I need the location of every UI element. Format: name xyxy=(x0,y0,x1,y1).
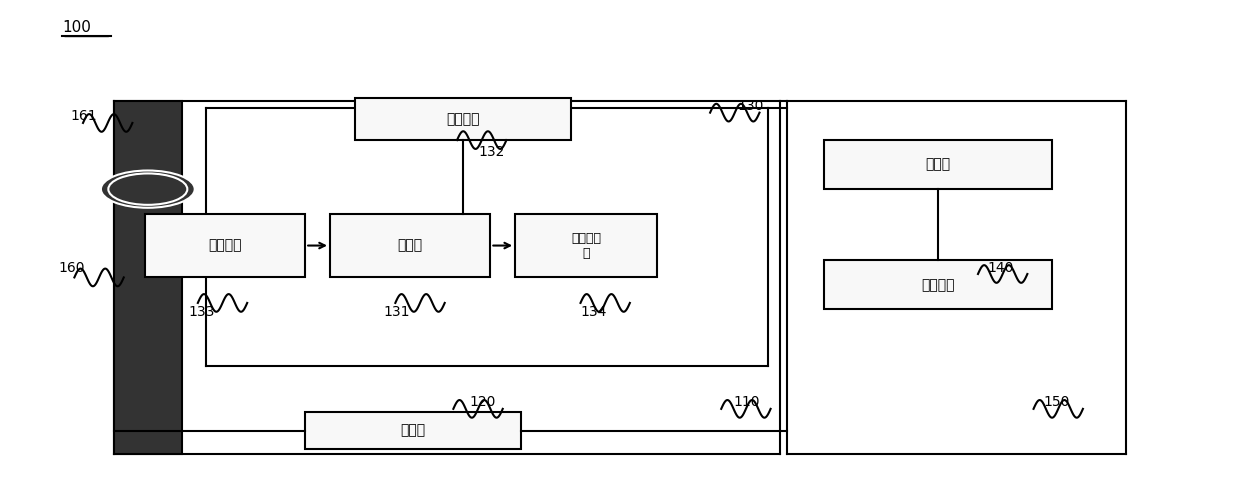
Text: 130: 130 xyxy=(738,99,764,113)
FancyBboxPatch shape xyxy=(823,260,1052,310)
Text: 100: 100 xyxy=(62,20,91,35)
FancyBboxPatch shape xyxy=(355,98,570,140)
Text: 133: 133 xyxy=(188,305,215,319)
Text: 134: 134 xyxy=(580,305,606,319)
Text: 161: 161 xyxy=(71,109,97,123)
Text: 132: 132 xyxy=(479,145,505,159)
Text: 131: 131 xyxy=(383,305,409,319)
FancyBboxPatch shape xyxy=(330,214,490,277)
Circle shape xyxy=(108,174,187,205)
Text: 通信单元: 通信单元 xyxy=(446,112,480,126)
Text: 处理器: 处理器 xyxy=(398,239,423,252)
Text: 检测单元: 检测单元 xyxy=(208,239,242,252)
Text: 110: 110 xyxy=(734,395,760,410)
Text: 140: 140 xyxy=(988,260,1014,275)
Text: 上位机: 上位机 xyxy=(925,158,950,172)
FancyBboxPatch shape xyxy=(114,101,182,454)
Text: 160: 160 xyxy=(58,260,84,275)
FancyBboxPatch shape xyxy=(515,214,657,277)
Text: 互感器: 互感器 xyxy=(401,424,425,437)
FancyBboxPatch shape xyxy=(823,140,1052,189)
FancyBboxPatch shape xyxy=(305,412,521,449)
FancyBboxPatch shape xyxy=(145,214,305,277)
Text: 拓扑设备: 拓扑设备 xyxy=(921,278,955,292)
Text: 第一存储
器: 第一存储 器 xyxy=(572,232,601,259)
Circle shape xyxy=(100,171,195,208)
Text: 120: 120 xyxy=(470,395,496,410)
Text: 150: 150 xyxy=(1043,395,1070,410)
